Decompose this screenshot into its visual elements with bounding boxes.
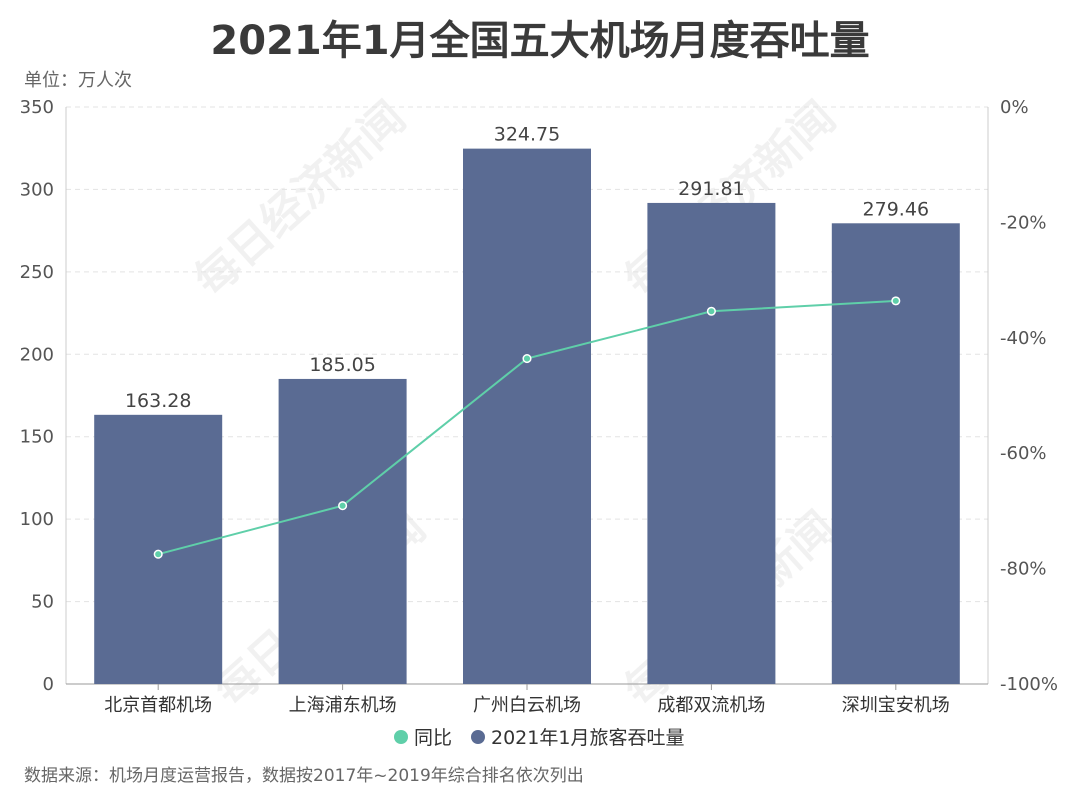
legend-marker-passengers — [471, 730, 485, 744]
bar-1 — [278, 378, 407, 684]
x-tick-0: 北京首都机场 — [104, 695, 212, 716]
x-tick-4: 深圳宝安机场 — [842, 695, 950, 716]
yoy-point-2 — [522, 354, 532, 364]
bar-label-4: 279.46 — [863, 198, 929, 220]
legend-label-passengers: 2021年1月旅客吞吐量 — [491, 727, 684, 749]
axes: 0 50 100 150 200 250 300 350 -100% -80% -60% -40% -2… — [20, 97, 1058, 695]
y-left-tick-1: 50 — [31, 592, 54, 613]
legend-label-yoy: 同比 — [414, 727, 452, 749]
x-tick-1: 上海浦东机场 — [289, 695, 397, 716]
x-tick-3: 成都双流机场 — [657, 695, 765, 716]
y-left-tick-4: 200 — [20, 344, 54, 365]
bar-label-0: 163.28 — [125, 390, 191, 412]
watermark-0: 每日经济新闻 — [185, 92, 415, 307]
y-left-tick-2: 100 — [20, 509, 54, 530]
chart-title: 2021年1月全国五大机场月度吞吐量 — [210, 18, 869, 64]
source-note: 数据来源：机场月度运营报告，数据按2017年~2019年综合排名依次列出 — [24, 766, 584, 786]
bar-label-2: 324.75 — [494, 124, 560, 146]
line-series — [153, 296, 901, 559]
y-right-tick-1: -80% — [1000, 559, 1047, 580]
x-tick-2: 广州白云机场 — [473, 695, 581, 716]
legend: 同比 2021年1月旅客吞吐量 — [394, 727, 684, 749]
category-labels: 北京首都机场 上海浦东机场 广州白云机场 成都双流机场 深圳宝安机场 — [104, 684, 950, 716]
bar-2 — [463, 148, 591, 684]
y-right-tick-2: -60% — [1000, 443, 1047, 464]
y-right-tick-4: -20% — [1000, 212, 1047, 233]
y-right-tick-3: -40% — [1000, 328, 1047, 349]
data-labels: 163.28 185.05 324.75 291.81 279.46 — [125, 124, 929, 412]
y-left-tick-6: 300 — [20, 179, 54, 200]
yoy-point-3 — [706, 306, 716, 316]
y-right-tick-5: 0% — [1000, 97, 1029, 118]
yoy-point-4 — [891, 296, 901, 306]
y-left-tick-5: 250 — [20, 262, 54, 283]
yoy-point-1 — [338, 501, 348, 511]
y-left-tick-7: 350 — [20, 97, 54, 118]
bar-label-3: 291.81 — [678, 178, 744, 200]
yoy-point-0 — [153, 549, 163, 559]
unit-label: 单位：万人次 — [24, 70, 132, 91]
bar-0 — [94, 414, 223, 684]
bar-series — [94, 148, 960, 685]
y-left-tick-3: 150 — [20, 427, 54, 448]
bar-3 — [647, 202, 776, 685]
y-right-tick-0: -100% — [1000, 674, 1058, 695]
bar-4 — [831, 223, 960, 684]
y-left-tick-0: 0 — [43, 674, 54, 695]
legend-marker-yoy — [394, 730, 408, 744]
bar-label-1: 185.05 — [309, 354, 375, 376]
